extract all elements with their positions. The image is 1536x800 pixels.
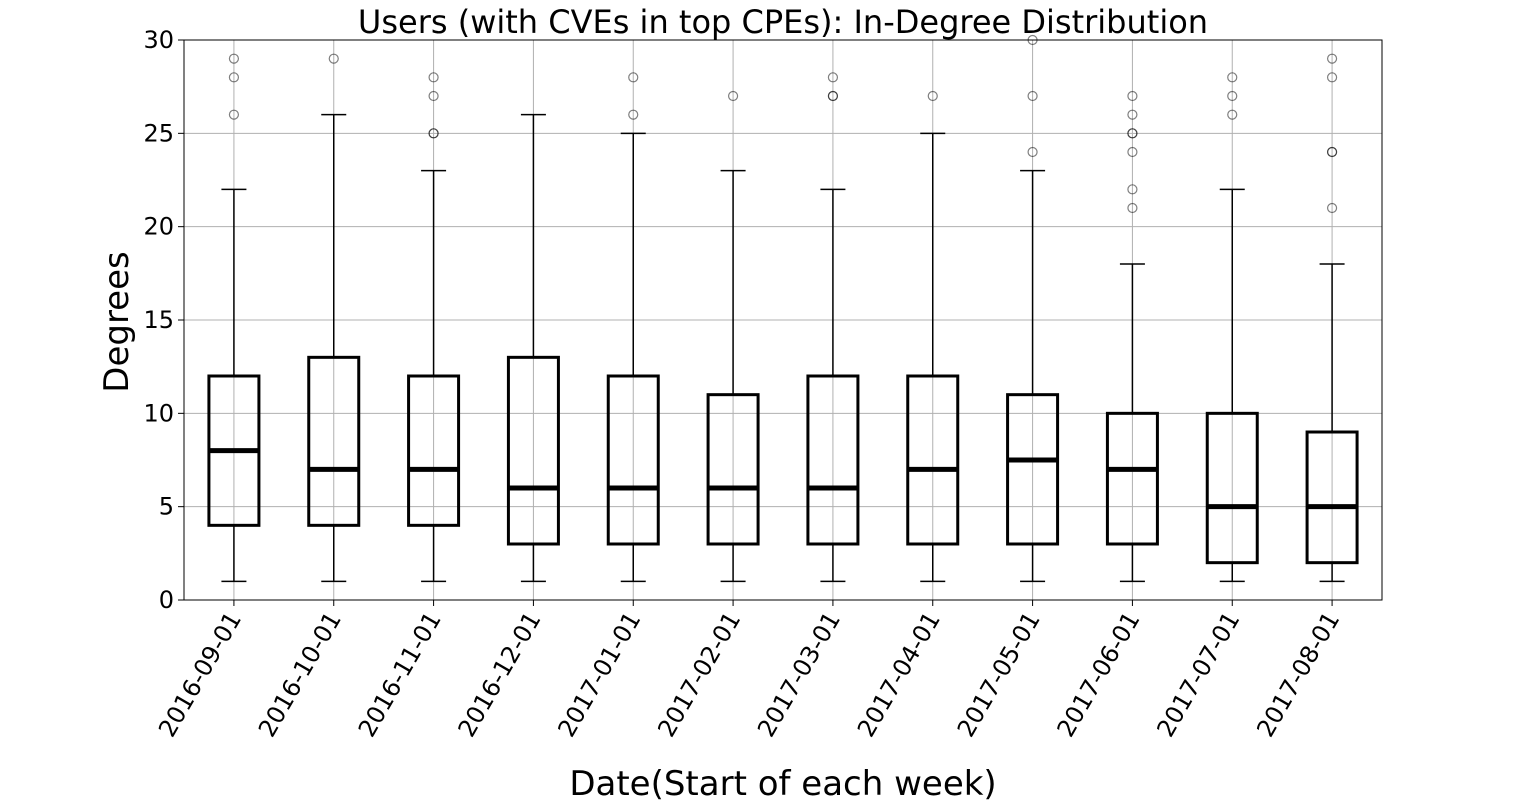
- box-iqr: [407, 374, 461, 527]
- y-tick-label: 20: [143, 213, 174, 241]
- box-iqr: [1305, 430, 1359, 565]
- box-group: [806, 72, 860, 583]
- outlier-point: [1127, 146, 1138, 158]
- outlier-point: [628, 72, 639, 83]
- outlier-point: [1227, 90, 1238, 102]
- outlier-point: [1227, 109, 1238, 120]
- box-iqr: [906, 374, 960, 546]
- outlier-point: [1326, 202, 1338, 214]
- box-iqr: [1205, 411, 1259, 565]
- y-tick-label: 25: [143, 119, 174, 147]
- box-group: [606, 72, 660, 583]
- outlier-point: [228, 53, 240, 64]
- box-iqr: [806, 374, 860, 546]
- outlier-point: [827, 90, 839, 102]
- outlier-point: [428, 128, 439, 139]
- outlier-point: [1127, 128, 1138, 139]
- box-group: [1305, 53, 1359, 583]
- outlier-point: [827, 72, 839, 83]
- box-iqr: [1006, 393, 1060, 546]
- outlier-point: [228, 109, 240, 120]
- box-group: [407, 72, 461, 583]
- box-group: [1205, 72, 1259, 583]
- boxes: [207, 34, 1359, 583]
- y-tick-label: 30: [143, 26, 174, 54]
- y-axis-label: Degrees: [97, 251, 137, 392]
- box-group: [706, 90, 760, 583]
- box-iqr: [606, 374, 660, 546]
- outlier-point: [628, 109, 639, 120]
- outlier-point: [428, 90, 439, 102]
- box-iqr: [506, 355, 560, 546]
- x-axis-label: Date(Start of each week): [569, 764, 996, 800]
- y-tick-label: 5: [159, 493, 174, 521]
- outlier-point: [1027, 90, 1038, 102]
- outlier-point: [727, 90, 739, 102]
- outlier-point: [1127, 109, 1138, 120]
- outlier-point: [927, 90, 938, 102]
- box-iqr: [706, 393, 760, 546]
- box-group: [207, 53, 261, 583]
- outlier-point: [1326, 53, 1338, 64]
- outlier-point: [1127, 90, 1138, 102]
- box-group: [1105, 90, 1159, 583]
- outlier-point: [1326, 72, 1338, 83]
- outlier-point: [1127, 184, 1138, 195]
- y-tick-label: 10: [143, 399, 174, 427]
- outlier-point: [428, 72, 439, 83]
- outlier-point: [1326, 146, 1338, 158]
- box-iqr: [307, 355, 361, 527]
- box-group: [506, 113, 560, 583]
- outlier-point: [228, 72, 240, 83]
- outlier-point: [1127, 202, 1138, 214]
- box-group: [1006, 34, 1060, 583]
- y-tick-label: 0: [159, 586, 174, 614]
- chart-title: Users (with CVEs in top CPEs): In-Degree…: [358, 3, 1208, 41]
- outlier-point: [328, 53, 339, 64]
- outlier-point: [1227, 72, 1238, 83]
- box-group: [307, 53, 361, 583]
- outlier-point: [1027, 146, 1038, 158]
- box-iqr: [1105, 411, 1159, 546]
- box-group: [906, 90, 960, 583]
- y-tick-label: 15: [143, 306, 174, 334]
